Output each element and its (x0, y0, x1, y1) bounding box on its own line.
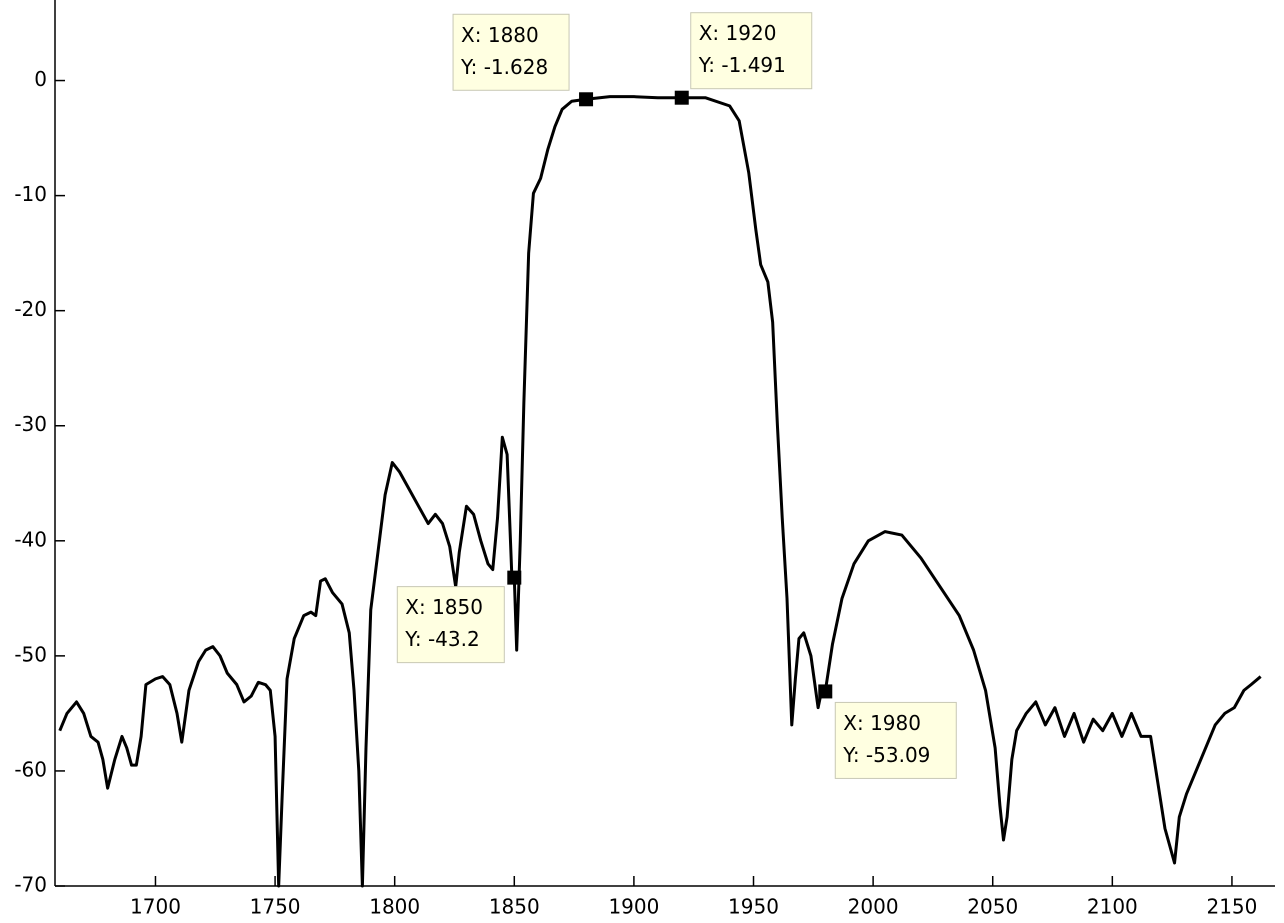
x-tick-label: 1950 (728, 895, 779, 919)
datatip: X: 1880 Y: -1.628 (452, 13, 594, 107)
x-tick-label: 1850 (489, 895, 540, 919)
x-tick-label: 1900 (608, 895, 659, 919)
datatip-marker (818, 684, 833, 699)
x-tick-label: 1700 (130, 895, 181, 919)
datatip-text: X: 1920 (699, 21, 777, 45)
datatip-marker (579, 92, 594, 107)
x-tick-label: 1800 (369, 895, 420, 919)
y-tick-label: -70 (14, 873, 47, 897)
datatip-box (452, 13, 570, 91)
datatip-text: X: 1880 (461, 23, 539, 47)
data-line (58, 95, 1262, 888)
datatip-marker (674, 90, 689, 105)
x-tick-label: 2150 (1206, 895, 1257, 919)
y-tick-label: -20 (14, 297, 47, 321)
datatip-box (690, 12, 813, 90)
y-tick-label: -50 (14, 642, 47, 666)
x-tick-label: 2050 (967, 895, 1018, 919)
datatip-text: X: 1850 (405, 595, 483, 619)
y-tick-label: -30 (14, 412, 47, 436)
datatip: X: 1920 Y: -1.491 (674, 12, 813, 105)
datatip-text: Y: -1.628 (460, 55, 548, 79)
datatip-text: Y: -43.2 (404, 627, 479, 651)
datatip-text: Y: -1.491 (698, 53, 786, 77)
y-tick-label: -10 (14, 182, 47, 206)
datatip-text: Y: -53.09 (842, 743, 930, 767)
y-tick-label: -40 (14, 527, 47, 551)
x-tick-label: 2000 (848, 895, 899, 919)
x-tick-label: 2100 (1087, 895, 1138, 919)
y-tick-label: 0 (34, 67, 47, 91)
datatip: X: 1980 Y: -53.09 (818, 684, 957, 779)
datatip-marker (507, 570, 522, 585)
datatip-box (834, 701, 957, 779)
datatip: X: 1850 Y: -43.2 (396, 570, 522, 664)
y-tick-label: -60 (14, 757, 47, 781)
x-tick-label: 1750 (250, 895, 301, 919)
datatip-box (396, 586, 505, 664)
datatip-text: X: 1980 (843, 711, 921, 735)
